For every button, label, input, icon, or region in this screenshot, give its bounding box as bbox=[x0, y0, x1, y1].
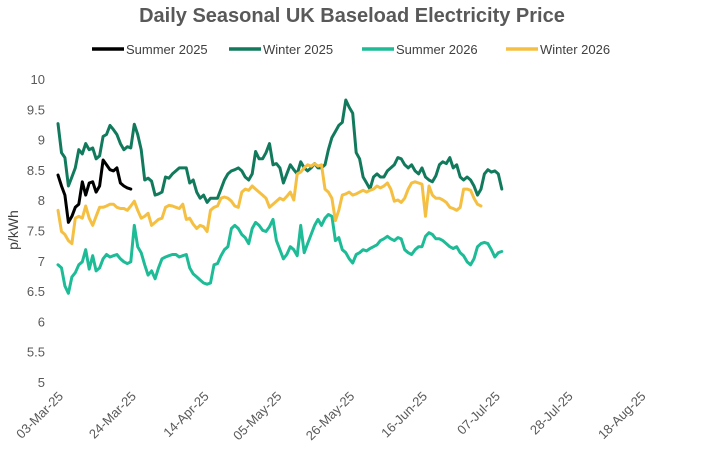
legend-label: Winter 2026 bbox=[540, 42, 610, 57]
legend-label: Summer 2026 bbox=[396, 42, 478, 57]
y-tick-label: 7.5 bbox=[27, 224, 45, 239]
y-axis: 5 5.5 6 6.5 7 7.5 8 8.5 9 9.5 10 bbox=[27, 72, 45, 390]
y-tick-label: 6.5 bbox=[27, 284, 45, 299]
y-tick-label: 10 bbox=[31, 72, 45, 87]
y-tick-label: 8 bbox=[38, 193, 45, 208]
legend-label: Summer 2025 bbox=[126, 42, 208, 57]
y-tick-label: 9 bbox=[38, 133, 45, 148]
x-tick-label: 07-Jul-25 bbox=[454, 389, 503, 438]
x-tick-label: 16-Jun-25 bbox=[378, 389, 430, 441]
x-tick-label: 05-May-25 bbox=[230, 389, 285, 444]
x-tick-label: 14-Apr-25 bbox=[160, 389, 211, 440]
legend: Summer 2025 Winter 2025 Summer 2026 Winter … bbox=[92, 42, 610, 57]
series-line-summer-2025 bbox=[56, 158, 133, 224]
x-tick-label: 18-Aug-25 bbox=[595, 389, 649, 443]
x-axis: 03-Mar-25 24-Mar-25 14-Apr-25 05-May-25 26-M… bbox=[13, 389, 648, 444]
series-line-summer-2026 bbox=[56, 213, 504, 295]
x-tick-label: 24-Mar-25 bbox=[86, 389, 139, 442]
series-line-winter-2025 bbox=[56, 98, 504, 204]
plot-area bbox=[56, 98, 504, 295]
legend-label: Winter 2025 bbox=[263, 42, 333, 57]
y-tick-label: 8.5 bbox=[27, 163, 45, 178]
y-axis-label: p/kWh bbox=[5, 210, 21, 250]
y-tick-label: 7 bbox=[38, 254, 45, 269]
x-tick-label: 26-May-25 bbox=[303, 389, 358, 444]
y-tick-label: 6 bbox=[38, 314, 45, 329]
x-tick-label: 03-Mar-25 bbox=[13, 389, 66, 442]
y-tick-label: 5.5 bbox=[27, 345, 45, 360]
series-line-winter-2026 bbox=[56, 162, 483, 246]
y-tick-label: 9.5 bbox=[27, 102, 45, 117]
y-tick-label: 5 bbox=[38, 375, 45, 390]
chart-title: Daily Seasonal UK Baseload Electricity P… bbox=[139, 5, 565, 27]
x-tick-label: 28-Jul-25 bbox=[527, 389, 576, 438]
